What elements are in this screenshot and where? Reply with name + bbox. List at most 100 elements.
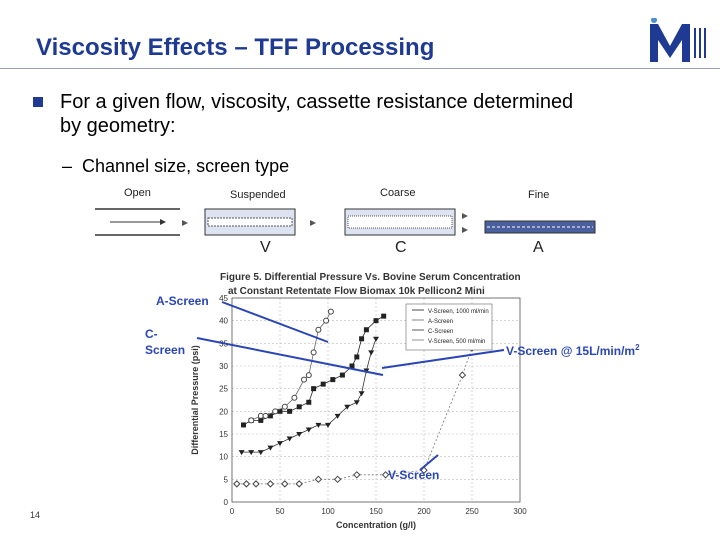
- x-axis-label: Concentration (g/l): [336, 520, 416, 530]
- company-logo: [650, 18, 706, 62]
- data-point: [333, 475, 342, 484]
- data-point: [266, 480, 275, 488]
- x-tick-label: 50: [276, 507, 285, 516]
- y-tick-label: 5: [224, 475, 229, 484]
- page-number: 14: [30, 510, 41, 520]
- annotation-v-screen-15-text: V-Screen @ 15L/min/m: [506, 344, 636, 358]
- data-point: [248, 417, 255, 424]
- data-point: [281, 403, 288, 410]
- annotation-c-screen-line1: C-: [145, 327, 158, 341]
- data-point: [258, 417, 264, 423]
- data-point: [373, 318, 379, 324]
- data-point: [267, 413, 273, 419]
- data-point: [272, 408, 279, 415]
- data-point: [325, 422, 331, 428]
- data-point: [311, 386, 317, 392]
- data-point: [305, 427, 312, 433]
- main-bullet: For a given flow, viscosity, cassette re…: [60, 91, 574, 137]
- legend-entry: V-Screen, 500 ml/min: [428, 339, 485, 345]
- legend-entry: C-Screen: [428, 329, 453, 335]
- annotation-a-screen: A-Screen: [156, 294, 209, 308]
- data-point: [339, 372, 345, 378]
- annotation-c-screen-line2: Screen: [145, 343, 186, 357]
- y-tick-label: 25: [219, 385, 228, 394]
- data-point: [330, 377, 336, 383]
- data-point: [295, 480, 303, 488]
- data-point: [305, 372, 312, 379]
- screen-schematic: [95, 208, 596, 236]
- data-point: [334, 413, 341, 419]
- data-point: [233, 480, 241, 488]
- data-point: [381, 471, 390, 479]
- data-point: [353, 471, 361, 479]
- y-tick-label: 40: [219, 317, 228, 326]
- data-point: [363, 327, 369, 333]
- sub-bullet-dash: –: [62, 156, 73, 176]
- data-point: [296, 432, 303, 437]
- title-divider: [0, 68, 720, 69]
- screen-letter-c: C: [395, 239, 407, 256]
- data-point: [344, 404, 351, 410]
- annotation-v-screen-15: V-Screen @ 15L/min/m2: [506, 343, 640, 358]
- x-tick-label: 100: [321, 507, 335, 516]
- data-point: [248, 450, 255, 456]
- data-point: [320, 381, 326, 387]
- data-point: [257, 450, 264, 456]
- x-tick-label: 200: [417, 507, 431, 516]
- data-point: [281, 480, 289, 488]
- screen-label-coarse: Coarse: [380, 187, 416, 199]
- screen-label-open: Open: [124, 187, 151, 199]
- data-point: [359, 336, 365, 342]
- y-tick-label: 20: [219, 407, 228, 416]
- sub-bullet-text: Channel size, screen type: [82, 156, 290, 176]
- sub-bullet: – Channel size, screen type: [62, 156, 289, 177]
- y-axis-label: Differential Pressure (psi): [190, 345, 200, 455]
- data-point: [291, 394, 298, 401]
- x-tick-label: 300: [513, 507, 527, 516]
- data-point: [354, 354, 360, 360]
- x-tick-label: 250: [465, 507, 479, 516]
- annotation-v-screen: V-Screen: [388, 468, 440, 482]
- data-point: [381, 313, 387, 319]
- data-point: [327, 308, 334, 315]
- legend-entry: V-Screen, 1000 ml/min: [428, 309, 489, 315]
- y-tick-label: 30: [219, 362, 228, 371]
- data-point: [310, 349, 317, 356]
- series-line: [243, 315, 384, 426]
- data-point: [286, 436, 293, 442]
- bullet-square-icon: [33, 97, 43, 107]
- chart-subtitle: at Constant Retentate Flow Biomax 10k Pe…: [228, 286, 485, 297]
- chart-title: Figure 5. Differential Pressure Vs. Bovi…: [220, 272, 521, 283]
- y-tick-label: 0: [224, 498, 229, 507]
- y-tick-label: 15: [219, 430, 228, 439]
- y-tick-label: 45: [219, 294, 228, 303]
- screen-letter-a: A: [533, 239, 544, 256]
- data-point: [368, 350, 375, 356]
- data-point: [314, 475, 323, 484]
- data-point: [242, 480, 251, 488]
- data-point: [257, 412, 264, 419]
- pressure-concentration-chart: 0 50 100 150 200 250 300 0 5 10 15 20 25 30 35 40 45 Conc…: [190, 294, 527, 530]
- data-point: [363, 368, 370, 374]
- y-tick-label: 35: [219, 339, 228, 348]
- data-point: [267, 445, 274, 451]
- screen-type-diagram: Open Suspended Coarse Fine: [90, 185, 610, 245]
- screen-label-suspended: Suspended: [230, 189, 286, 201]
- legend-entry: A-Screen: [428, 319, 453, 325]
- x-tick-label: 150: [369, 507, 383, 516]
- data-point: [353, 400, 360, 406]
- annotation-v-screen-15-sup: 2: [635, 343, 640, 352]
- data-point: [349, 363, 355, 369]
- data-point: [323, 317, 330, 324]
- screen-letter-v: V: [260, 239, 271, 256]
- data-point: [315, 422, 322, 428]
- data-point: [241, 422, 247, 428]
- slide-title: Viscosity Effects – TFF Processing: [36, 34, 435, 61]
- screen-label-fine: Fine: [528, 189, 550, 201]
- data-point: [306, 399, 312, 405]
- plot-frame: [231, 297, 521, 503]
- data-point: [358, 391, 365, 397]
- data-point: [373, 336, 379, 342]
- data-point: [252, 480, 260, 488]
- data-point: [277, 441, 283, 447]
